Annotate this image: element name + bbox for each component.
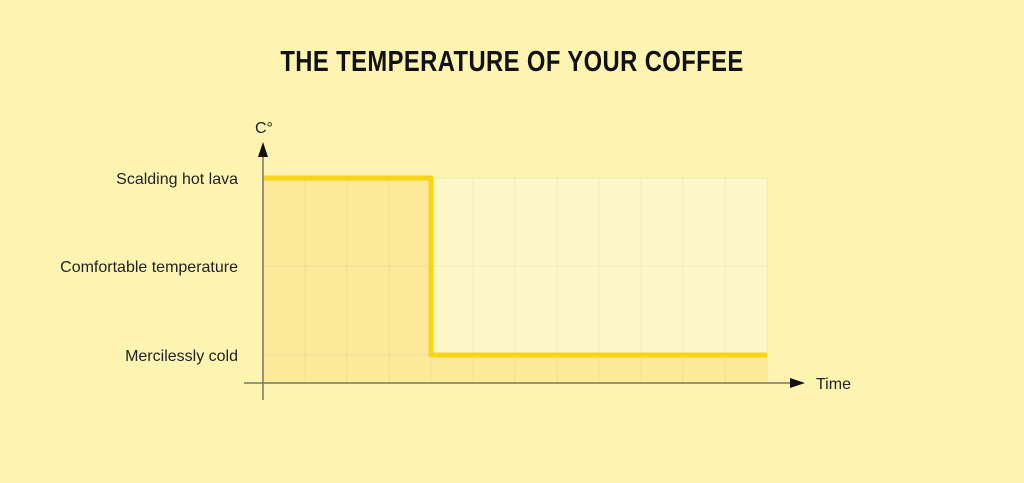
area-fill: [263, 178, 767, 383]
y-axis-label: C°: [255, 120, 273, 137]
x-axis-arrow-icon: [790, 378, 805, 388]
x-axis-label: Time: [816, 376, 851, 393]
series-line: [263, 175, 767, 358]
chart-title: THE TEMPERATURE OF YOUR COFFEE: [280, 46, 744, 78]
y-tick-label: Scalding hot lava: [116, 171, 238, 188]
y-tick-label: Mercilessly cold: [125, 348, 238, 365]
y-axis-arrow-icon: [258, 142, 268, 157]
y-tick-label: Comfortable temperature: [60, 259, 238, 276]
